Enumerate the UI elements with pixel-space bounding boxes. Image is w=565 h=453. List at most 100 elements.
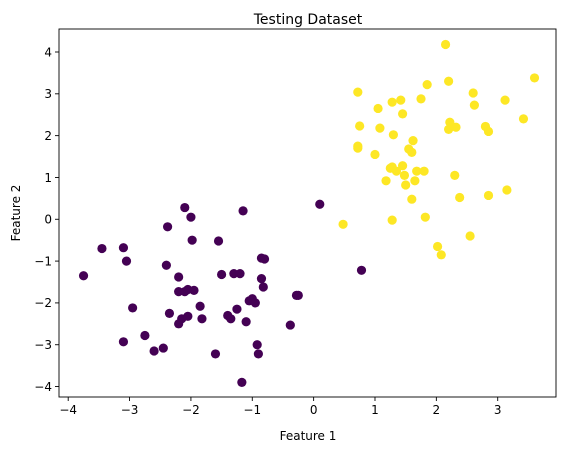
scatter-point xyxy=(241,317,251,327)
scatter-point xyxy=(118,243,129,253)
scatter-point xyxy=(370,149,380,160)
scatter-point xyxy=(410,176,420,186)
scatter-point xyxy=(408,136,418,146)
y-tick-label: −4 xyxy=(34,380,52,394)
scatter-point xyxy=(238,206,248,216)
scatter-point xyxy=(197,314,207,324)
x-tick-label: −1 xyxy=(243,403,261,417)
x-tick-label: 1 xyxy=(371,403,379,417)
scatter-point xyxy=(407,147,417,157)
scatter-point xyxy=(293,290,303,300)
x-tick-label: 0 xyxy=(310,403,318,417)
scatter-point xyxy=(412,166,422,176)
scatter-point xyxy=(373,103,383,114)
scatter-point xyxy=(529,73,540,83)
scatter-point xyxy=(285,320,295,330)
scatter-point xyxy=(161,260,171,270)
scatter-point xyxy=(419,166,429,176)
scatter-point xyxy=(388,130,398,140)
scatter-point xyxy=(186,212,196,222)
scatter-point xyxy=(381,176,391,186)
scatter-point xyxy=(121,256,132,266)
scatter-point xyxy=(195,301,205,311)
scatter-point xyxy=(210,349,221,359)
scatter-point xyxy=(398,161,408,171)
x-tick-label: −2 xyxy=(182,403,200,417)
scatter-point xyxy=(387,215,397,225)
y-tick-label: 2 xyxy=(44,129,52,143)
scatter-point xyxy=(128,303,138,313)
x-axis-title: Feature 1 xyxy=(280,429,337,443)
y-tick-label: 4 xyxy=(44,45,52,59)
scatter-point xyxy=(253,349,264,359)
y-tick-label: 0 xyxy=(44,213,52,227)
points-layer xyxy=(78,39,540,387)
scatter-point xyxy=(483,126,494,137)
x-tick-label: 2 xyxy=(433,403,441,417)
scatter-point xyxy=(183,311,193,321)
scatter-point xyxy=(502,185,512,195)
scatter-point xyxy=(387,97,397,107)
scatter-point xyxy=(468,88,478,98)
scatter-point xyxy=(451,122,461,132)
scatter-point xyxy=(353,141,363,151)
scatter-point xyxy=(252,340,262,350)
scatter-point xyxy=(432,241,443,252)
scatter-point xyxy=(375,123,385,133)
scatter-point xyxy=(256,274,267,284)
scatter-point xyxy=(315,199,325,209)
scatter-point xyxy=(469,100,479,110)
scatter-point xyxy=(189,285,199,295)
scatter-point xyxy=(213,236,224,246)
scatter-point xyxy=(518,114,529,124)
scatter-point xyxy=(436,250,446,260)
scatter-point xyxy=(259,254,270,264)
scatter-point xyxy=(353,87,363,97)
scatter-point xyxy=(407,194,417,204)
y-tick-label: −1 xyxy=(34,254,52,268)
scatter-point xyxy=(78,271,89,281)
scatter-point xyxy=(97,243,107,254)
scatter-point xyxy=(174,272,184,282)
scatter-point xyxy=(465,231,475,241)
scatter-point xyxy=(398,109,408,119)
scatter-point xyxy=(440,39,451,50)
scatter-point xyxy=(401,180,411,190)
scatter-point xyxy=(258,282,268,292)
scatter-point xyxy=(391,166,402,176)
y-tick-label: 3 xyxy=(44,87,52,101)
x-tick-label: −4 xyxy=(59,403,77,417)
scatter-point xyxy=(455,192,465,203)
y-tick-label: 1 xyxy=(44,171,52,185)
scatter-point xyxy=(226,314,236,324)
scatter-point xyxy=(235,269,245,279)
scatter-point xyxy=(163,222,173,232)
ticks-layer: −4 −3 −2 −1 0 1 2 3 −4 −3 −2 −1 0 1 2 3 4 xyxy=(34,45,501,417)
scatter-point xyxy=(396,95,406,105)
scatter-point xyxy=(445,117,455,127)
scatter-point xyxy=(420,212,430,222)
scatter-point xyxy=(444,124,454,134)
plot-frame xyxy=(58,28,557,398)
scatter-point xyxy=(158,343,168,353)
scatter-point xyxy=(483,190,494,201)
scatter-point xyxy=(118,337,129,347)
scatter-point xyxy=(355,121,365,131)
chart-title: Testing Dataset xyxy=(253,12,363,28)
scatter-point xyxy=(237,377,247,387)
x-tick-label: 3 xyxy=(494,403,502,417)
y-tick-label: −3 xyxy=(34,338,52,352)
x-tick-label: −3 xyxy=(121,403,139,417)
scatter-point xyxy=(149,346,159,356)
scatter-point xyxy=(444,76,454,86)
scatter-point xyxy=(232,304,242,314)
scatter-point xyxy=(450,170,460,180)
scatter-point xyxy=(140,330,150,341)
scatter-point xyxy=(422,80,432,90)
scatter-point xyxy=(399,170,410,180)
scatter-point xyxy=(250,298,260,308)
scatter-point xyxy=(164,308,175,318)
scatter-point xyxy=(338,219,348,229)
scatter-point xyxy=(187,235,197,245)
